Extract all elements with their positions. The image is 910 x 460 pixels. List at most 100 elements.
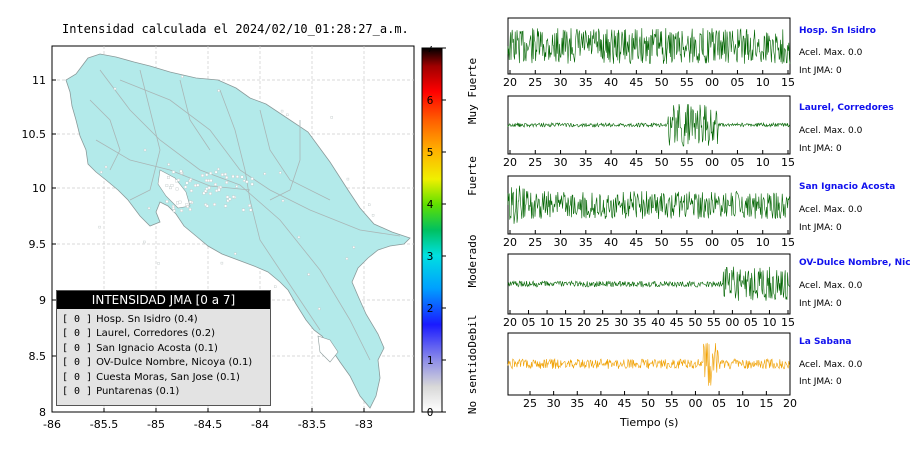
city-marker xyxy=(181,75,184,78)
legend-item-level: [ 0 ] xyxy=(62,314,93,325)
trace-tick-label: 50 xyxy=(688,316,702,329)
station-accel-la-sabana: Acel. Max. 0.0 xyxy=(799,360,863,370)
city-marker xyxy=(196,183,200,187)
city-marker xyxy=(371,214,375,217)
trace-tick-label: 55 xyxy=(680,156,694,169)
trace-tick-label: 35 xyxy=(579,236,593,249)
legend-item-level: [ 0 ] xyxy=(62,342,93,354)
station-name-dulce-nombre: OV-Dulce Nombre, Nicoya xyxy=(799,258,910,268)
trace-tick-label: 15 xyxy=(781,156,795,169)
trace-tick-label: 40 xyxy=(651,316,665,329)
city-markers xyxy=(98,75,375,330)
city-marker xyxy=(217,89,220,92)
trace-tick-label: 40 xyxy=(604,156,618,169)
legend-header: INTENSIDAD JMA [0 a 7] xyxy=(57,291,270,309)
city-marker xyxy=(235,185,238,188)
city-marker xyxy=(185,181,189,185)
station-name-hosp-sn-isidro: Hosp. Sn Isidro xyxy=(799,26,876,36)
trace-tick-label: 20 xyxy=(503,76,517,89)
city-marker xyxy=(281,199,285,202)
station-name-la-sabana: La Sabana xyxy=(799,337,852,347)
trace-tick-label: 30 xyxy=(547,397,561,410)
legend-item-level: [ 0 ] xyxy=(62,386,93,398)
trace-tick-label: 40 xyxy=(604,236,618,249)
city-marker xyxy=(231,175,235,178)
lon-tick-label: -84.5 xyxy=(194,418,222,431)
station-accel-hosp-sn-isidro: Acel. Max. 0.0 xyxy=(799,48,863,58)
city-marker xyxy=(217,188,221,192)
city-marker xyxy=(250,182,254,186)
city-marker xyxy=(205,173,209,177)
trace-tick-label: 20 xyxy=(503,156,517,169)
trace-tick-label: 40 xyxy=(604,76,618,89)
colorbar-ticks: 0 1 2 3 4 5 6 7 xyxy=(427,46,446,418)
city-marker xyxy=(263,172,266,176)
trace-tick-label: 45 xyxy=(629,76,643,89)
city-marker xyxy=(226,195,229,199)
city-marker xyxy=(307,273,310,276)
legend-item-level: [ 0 ] xyxy=(62,371,93,383)
city-marker xyxy=(204,189,208,193)
trace-tick-label: 45 xyxy=(629,156,643,169)
city-marker xyxy=(250,177,254,181)
trace-tick-label: 30 xyxy=(554,236,568,249)
plot-title: Intensidad calculada el 2024/02/10_01:28… xyxy=(62,22,409,36)
station-jma-dulce-nombre: Int JMA: 0 xyxy=(799,299,842,309)
city-marker xyxy=(100,170,103,174)
station-jma-san-ignacio: Int JMA: 0 xyxy=(799,223,842,233)
city-marker xyxy=(234,252,237,255)
trace-tick-label: 25 xyxy=(528,156,542,169)
legend-item: [ 0 ] Cuesta Moras, San Jose (0.1) xyxy=(62,371,270,385)
trace-tick-label: 10 xyxy=(762,316,776,329)
trace-tick-label: 30 xyxy=(554,156,568,169)
city-marker xyxy=(213,203,216,206)
city-marker xyxy=(208,192,212,196)
colorbar-tick-label: 0 xyxy=(427,406,434,418)
trace-tick-label: 05 xyxy=(712,397,726,410)
trace-tick-label: 20 xyxy=(577,316,591,329)
legend-item-name: OV-Dulce Nombre, Nicoya (0.1) xyxy=(96,357,253,369)
trace-tick-label: 45 xyxy=(670,316,684,329)
colorbar-tick-label: 2 xyxy=(427,302,434,315)
trace-panel: 20 05 10 15 20 25 30 35 40 45 50 55 00 05 10 15 xyxy=(503,253,795,329)
city-marker xyxy=(188,208,192,211)
legend-item: [ 0 ] Puntarenas (0.1) xyxy=(62,385,270,399)
city-marker xyxy=(185,203,189,206)
colorbar-category-label: Moderado xyxy=(466,235,479,288)
city-marker xyxy=(166,175,170,179)
legend-item-name: Laurel, Corredores (0.2) xyxy=(96,328,216,340)
city-marker xyxy=(172,170,175,174)
trace-line xyxy=(507,266,791,301)
city-marker xyxy=(217,167,220,171)
lat-tick-label: 11 xyxy=(32,74,46,87)
lon-tick-label: -84 xyxy=(251,418,269,431)
colorbar-category-label: Debil xyxy=(466,314,479,347)
city-marker xyxy=(226,199,230,203)
trace-tick-label: 25 xyxy=(528,236,542,249)
legend-item-name: Cuesta Moras, San Jose (0.1) xyxy=(96,371,240,383)
trace-tick-label: 40 xyxy=(594,397,608,410)
legend-item-name: Puntarenas (0.1) xyxy=(96,386,180,398)
trace-tick-label: 15 xyxy=(781,316,795,329)
seismogram-panel: 20 25 30 35 40 45 50 55 00 05 10 15 20 25 30 35 40 45 50 55… xyxy=(503,17,797,410)
city-marker xyxy=(318,307,321,311)
city-marker xyxy=(147,207,151,210)
lat-tick-label: 9.5 xyxy=(29,238,47,251)
city-marker xyxy=(345,257,349,260)
legend-item-name: San Ignacio Acosta (0.1) xyxy=(96,342,218,354)
city-marker xyxy=(104,165,108,169)
colorbar-tick-label: 5 xyxy=(427,146,434,159)
lon-tick-label: -85.5 xyxy=(90,418,118,431)
trace-tick-label: 05 xyxy=(730,236,744,249)
city-marker xyxy=(278,171,282,174)
trace-tick-label: 50 xyxy=(641,397,655,410)
city-marker xyxy=(286,113,289,117)
city-marker xyxy=(368,203,371,206)
trace-tick-label: 35 xyxy=(579,76,593,89)
trace-tick-label: 30 xyxy=(614,316,628,329)
colorbar-category-label: No sentido xyxy=(466,348,479,414)
city-marker xyxy=(169,186,172,190)
trace-tick-label: 15 xyxy=(781,76,795,89)
colorbar-tick-label: 7 xyxy=(427,46,434,55)
